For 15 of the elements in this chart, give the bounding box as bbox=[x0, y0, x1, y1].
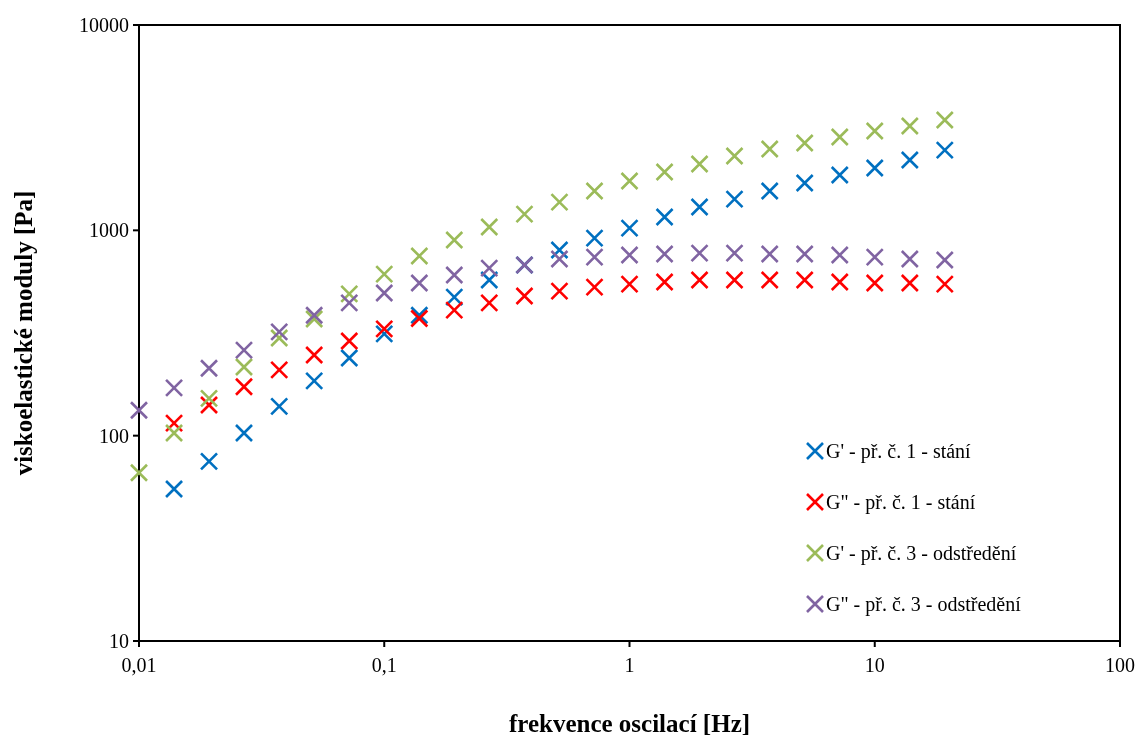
x-tick-label: 0,1 bbox=[371, 654, 397, 676]
x-tick-label: 100 bbox=[1105, 654, 1135, 676]
y-tick-label: 100 bbox=[99, 424, 129, 447]
legend-label: G' - př. č. 1 - stání bbox=[826, 440, 972, 463]
y-tick-label: 1000 bbox=[89, 219, 129, 242]
legend-label: G" - př. č. 3 - odstředění bbox=[826, 593, 1022, 616]
x-tick-label: 1 bbox=[624, 654, 635, 676]
y-tick-label: 10 bbox=[109, 630, 129, 652]
y-axis-title: viskoelastické moduly [Pa] bbox=[10, 190, 37, 476]
legend-label: G' - př. č. 3 - odstředění bbox=[826, 542, 1017, 565]
x-tick-label: 10 bbox=[864, 654, 885, 676]
x-tick-label: 0,01 bbox=[121, 654, 157, 676]
legend-label: G" - př. č. 1 - stání bbox=[826, 491, 976, 514]
x-axis-title: frekvence oscilací [Hz] bbox=[508, 710, 751, 737]
y-tick-label: 10000 bbox=[79, 14, 129, 36]
